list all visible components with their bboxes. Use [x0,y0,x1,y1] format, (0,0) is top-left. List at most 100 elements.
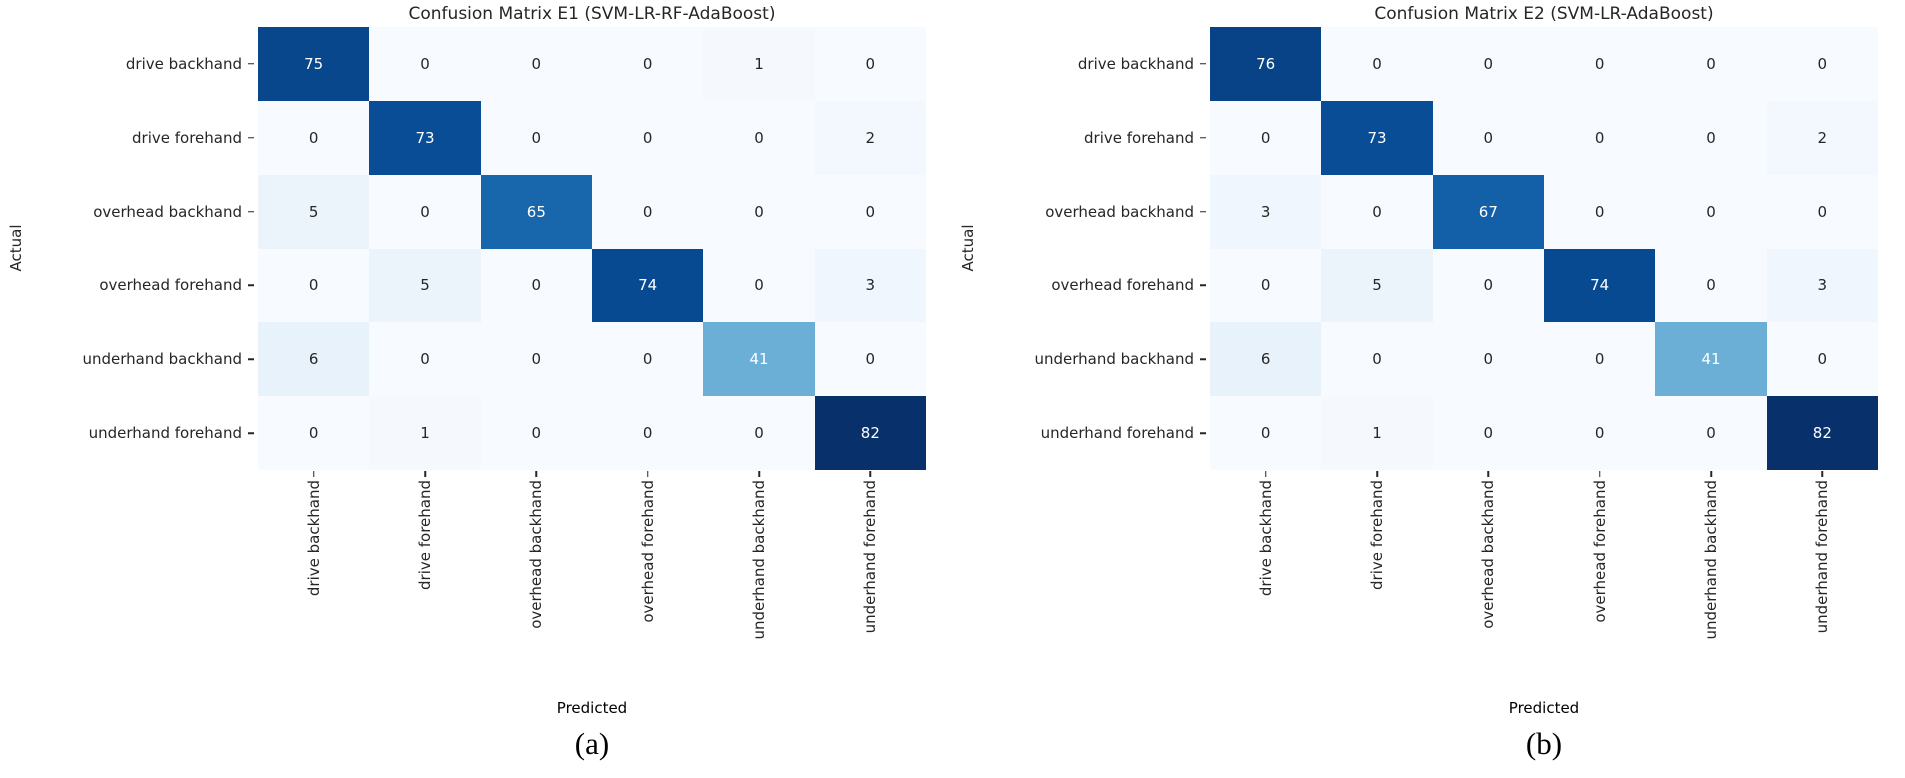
heatmap-cell: 0 [703,174,815,249]
heatmap-cell: 0 [258,100,370,175]
y-tick-mark [1200,63,1206,65]
heatmap-cell: 0 [1655,100,1767,175]
heatmap-cell: 0 [1432,322,1544,397]
heatmap-cell: 0 [703,100,815,175]
heatmap-cell: 6 [258,322,370,397]
x-tick-mark [424,471,426,477]
x-tick-mark [1598,471,1601,477]
heatmap-cell: 0 [703,396,815,470]
heatmap-cell: 1 [703,27,815,101]
heatmap-cell: 73 [1321,100,1433,175]
heatmap-cell: 0 [1432,27,1544,101]
panel-a: Confusion Matrix E1 (SVM-LR-RF-AdaBoost)… [0,0,952,778]
heatmap-cell: 2 [1766,100,1878,175]
heatmap-cell: 3 [1766,248,1878,323]
heatmap-cell: 5 [1321,248,1433,323]
heatmap-cell: 0 [814,27,926,101]
heatmap-cell: 0 [1210,248,1322,323]
x-tick-label: underhand forehand [861,480,880,634]
y-tick-mark [248,284,254,287]
heatmap-cell: 0 [1210,396,1322,470]
x-tick-label: drive backhand [304,480,323,597]
heatmap-cell: 0 [1210,100,1322,175]
y-tick-mark [248,137,254,139]
y-tick-mark [1200,210,1206,213]
subfigure-caption: (a) [574,726,610,761]
x-tick-mark [646,471,649,477]
y-tick-label: drive backhand [1077,54,1194,73]
heatmap-cell: 6 [1210,322,1322,397]
y-tick-mark [1200,358,1206,360]
y-tick-mark [248,358,254,360]
heatmap-cell: 0 [1766,322,1878,397]
heatmap-cell: 0 [1655,174,1767,249]
chart-title: Confusion Matrix E2 (SVM-LR-AdaBoost) [1374,4,1714,24]
heatmap-cell: 67 [1432,174,1544,249]
heatmap-cell: 5 [258,174,370,249]
heatmap-cell: 0 [1544,396,1656,470]
heatmap-cell: 0 [1766,174,1878,249]
heatmap-cell: 0 [1544,174,1656,249]
x-tick-mark [535,471,538,477]
heatmap-cell: 0 [369,322,481,397]
y-tick-label: overhead forehand [1051,276,1194,295]
heatmap-cell: 0 [480,27,592,101]
x-tick-label: overhead backhand [1479,480,1498,629]
heatmap-cell: 0 [814,174,926,249]
confusion-matrix-e2: Confusion Matrix E2 (SVM-LR-AdaBoost) Ac… [952,0,1904,778]
heatmap-cell: 0 [1321,27,1433,101]
y-tick-label: drive forehand [1084,128,1194,147]
x-tick-mark [1376,471,1378,477]
heatmap-cell: 0 [592,27,704,101]
heatmap-cell: 0 [369,174,481,249]
heatmap-cell: 76 [1210,27,1322,101]
heatmap-cell: 1 [369,396,481,470]
heatmap-cell: 82 [1766,396,1878,470]
heatmap-cell: 0 [258,248,370,323]
x-tick-label: underhand forehand [1813,480,1832,634]
heatmap-cell: 0 [1766,27,1878,101]
heatmap-cell: 73 [369,100,481,175]
heatmap-cell: 0 [814,322,926,397]
heatmap-cell: 0 [1432,396,1544,470]
heatmap-cell: 5 [369,248,481,323]
heatmap-cell: 82 [814,396,926,470]
x-tick-label: overhead forehand [638,480,657,623]
y-tick-mark [1200,137,1206,139]
y-tick-label: drive backhand [125,54,242,73]
y-tick-mark [248,432,254,434]
heatmap-cell: 0 [703,248,815,323]
x-axis-label: Predicted [1508,699,1580,717]
y-tick-label: underhand forehand [1040,424,1194,443]
heatmap-cell: 0 [1432,248,1544,323]
heatmap-grid: 75 0 0 0 1 0 0 73 0 0 0 2 5 0 65 0 0 0 0 5 0 74 0 3 6 0 0 0 41 0 0 1 0 0 0… [258,27,926,470]
x-tick-mark [1487,471,1490,477]
x-tick-label: underhand backhand [1701,480,1720,640]
heatmap-cell: 0 [1655,396,1767,470]
heatmap-cell: 75 [258,27,370,101]
heatmap-cell: 2 [814,100,926,175]
heatmap-grid: 76 0 0 0 0 0 0 73 0 0 0 2 3 0 67 0 0 0 0 5 0 74 0 3 6 0 0 0 41 0 0 1 0 0 0… [1210,27,1878,470]
x-tick-mark [1264,471,1267,477]
heatmap-cell: 0 [1544,27,1656,101]
x-tick-label: drive forehand [1367,480,1386,590]
subfigure-caption: (b) [1525,726,1563,761]
x-tick-label: drive forehand [415,480,434,590]
x-tick-labels: drive backhand drive forehand overhead bac… [258,470,926,696]
y-tick-label: underhand backhand [82,350,242,369]
x-tick-label: overhead backhand [527,480,546,629]
heatmap-cell: 0 [1432,100,1544,175]
x-tick-mark [1821,471,1824,477]
y-tick-label: underhand forehand [88,424,242,443]
heatmap-cell: 3 [1210,174,1322,249]
heatmap-cell: 0 [480,396,592,470]
heatmap-cell: 0 [592,174,704,249]
heatmap-cell: 0 [369,27,481,101]
x-tick-mark [312,471,315,477]
heatmap-cell: 0 [592,322,704,397]
y-tick-label: drive forehand [132,128,242,147]
heatmap-cell: 0 [592,396,704,470]
heatmap-cell: 0 [1655,27,1767,101]
y-tick-mark [1200,284,1206,287]
y-tick-label: overhead backhand [93,202,242,221]
